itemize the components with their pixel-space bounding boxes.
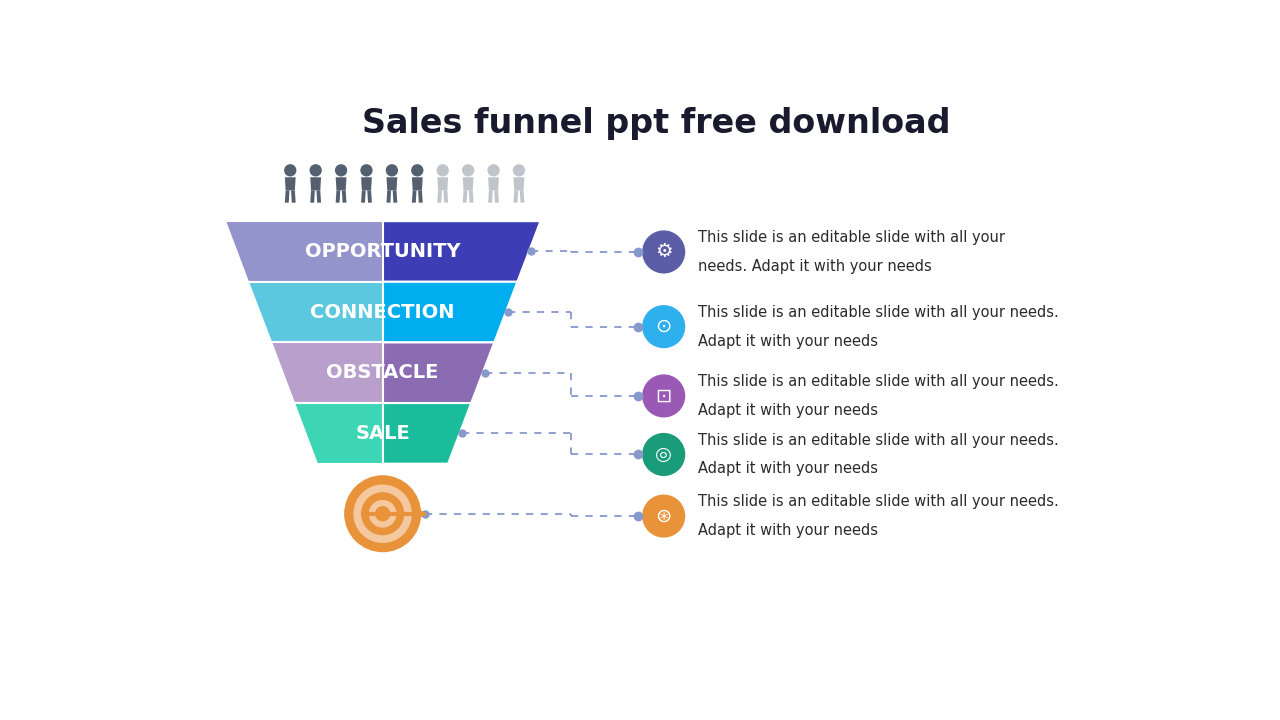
Circle shape: [462, 164, 475, 176]
Text: Adapt it with your needs: Adapt it with your needs: [699, 523, 878, 538]
Polygon shape: [383, 403, 471, 464]
Polygon shape: [438, 177, 448, 190]
Polygon shape: [438, 190, 442, 202]
Polygon shape: [361, 177, 372, 190]
Circle shape: [335, 164, 347, 176]
Polygon shape: [468, 190, 474, 202]
Polygon shape: [488, 190, 493, 202]
Polygon shape: [335, 190, 340, 202]
Polygon shape: [225, 221, 383, 282]
Text: CONNECTION: CONNECTION: [310, 302, 454, 322]
Circle shape: [488, 164, 499, 176]
Text: ⊛: ⊛: [655, 507, 672, 526]
Polygon shape: [393, 190, 397, 202]
Text: ⚙: ⚙: [655, 243, 672, 261]
Polygon shape: [361, 190, 366, 202]
Circle shape: [310, 164, 321, 176]
Polygon shape: [443, 190, 448, 202]
Text: OBSTACLE: OBSTACLE: [326, 364, 439, 382]
Polygon shape: [387, 177, 397, 190]
Polygon shape: [367, 190, 372, 202]
Polygon shape: [463, 190, 467, 202]
Text: This slide is an editable slide with all your needs.: This slide is an editable slide with all…: [699, 433, 1059, 448]
Polygon shape: [387, 190, 392, 202]
Polygon shape: [271, 343, 383, 403]
Polygon shape: [248, 282, 383, 343]
Text: Adapt it with your needs: Adapt it with your needs: [699, 403, 878, 418]
Circle shape: [385, 164, 398, 176]
Polygon shape: [412, 177, 422, 190]
Polygon shape: [463, 177, 474, 190]
Polygon shape: [285, 190, 289, 202]
Text: Sales funnel ppt free download: Sales funnel ppt free download: [362, 107, 950, 140]
Circle shape: [361, 492, 404, 535]
Polygon shape: [383, 282, 517, 343]
Polygon shape: [291, 190, 296, 202]
Polygon shape: [335, 177, 347, 190]
Polygon shape: [488, 177, 499, 190]
Circle shape: [375, 506, 390, 521]
Polygon shape: [285, 177, 296, 190]
Polygon shape: [310, 177, 321, 190]
Circle shape: [643, 230, 685, 274]
Text: This slide is an editable slide with all your: This slide is an editable slide with all…: [699, 230, 1005, 245]
Polygon shape: [494, 190, 499, 202]
Circle shape: [353, 485, 412, 543]
Text: Adapt it with your needs: Adapt it with your needs: [699, 462, 878, 477]
Polygon shape: [412, 190, 416, 202]
Polygon shape: [316, 190, 321, 202]
Circle shape: [284, 164, 297, 176]
Polygon shape: [383, 343, 494, 403]
Circle shape: [436, 164, 449, 176]
Text: ◎: ◎: [655, 445, 672, 464]
Text: ⊙: ⊙: [655, 317, 672, 336]
Polygon shape: [342, 190, 347, 202]
Polygon shape: [513, 177, 525, 190]
Text: This slide is an editable slide with all your needs.: This slide is an editable slide with all…: [699, 374, 1059, 389]
Circle shape: [411, 164, 424, 176]
Polygon shape: [520, 190, 525, 202]
Text: OPPORTUNITY: OPPORTUNITY: [305, 242, 461, 261]
Circle shape: [643, 495, 685, 538]
Text: This slide is an editable slide with all your needs.: This slide is an editable slide with all…: [699, 494, 1059, 509]
Polygon shape: [383, 221, 540, 282]
Circle shape: [369, 500, 397, 528]
Polygon shape: [513, 190, 518, 202]
Text: This slide is an editable slide with all your needs.: This slide is an editable slide with all…: [699, 305, 1059, 320]
Text: Adapt it with your needs: Adapt it with your needs: [699, 333, 878, 348]
Circle shape: [361, 164, 372, 176]
Text: needs. Adapt it with your needs: needs. Adapt it with your needs: [699, 259, 932, 274]
Text: SALE: SALE: [356, 424, 410, 443]
Circle shape: [643, 374, 685, 418]
Circle shape: [643, 305, 685, 348]
Polygon shape: [294, 403, 383, 464]
Text: ⊡: ⊡: [655, 387, 672, 405]
Polygon shape: [310, 190, 315, 202]
Circle shape: [344, 475, 421, 552]
Polygon shape: [419, 190, 422, 202]
Circle shape: [643, 433, 685, 476]
Circle shape: [513, 164, 525, 176]
